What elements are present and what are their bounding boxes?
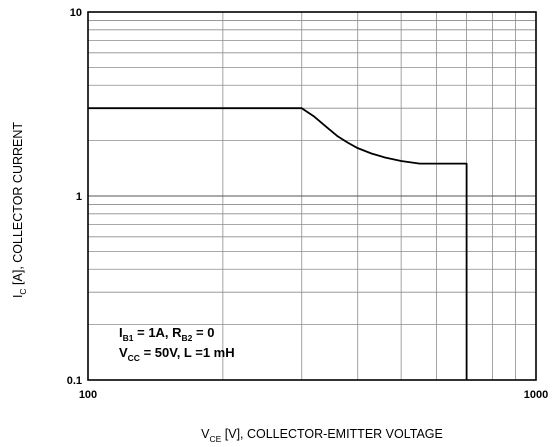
subscript: B2 [182,333,193,343]
y-tick-label: 1 [76,191,82,203]
y-tick-label: 0.1 [67,375,82,387]
x-tick-label: 100 [79,389,97,401]
text-run: = 50V, L =1 mH [140,345,235,360]
text-run: V [119,345,128,360]
plot-frame [87,11,537,381]
text-run: [A], COLLECTOR CURRENT [11,122,25,289]
y-tick-label: 10 [70,7,82,19]
text-run: = 0 [192,325,214,340]
grid-minor [88,12,536,380]
annotation: IB1 = 1A, RB2 = 0 VCC = 50V, L =1 mH [119,325,235,363]
series-layer [88,107,468,380]
x-tick-label: 1000 [524,389,548,401]
subscript: C [18,288,28,294]
text-run: I [119,325,123,340]
subscript: CE [209,434,221,444]
text-run: I [11,295,25,298]
text-run: = 1A, R [134,325,183,340]
x-axis-label: VCE [V], COLLECTOR-EMITTER VOLTAGE [201,427,443,444]
text-run: V [201,427,210,441]
tick-labels: 100 1000 0.1 1 10 [67,7,549,401]
text-run: [V], COLLECTOR-EMITTER VOLTAGE [221,427,443,441]
subscript: B1 [123,333,134,343]
rbsoa-curve [88,107,468,380]
subscript: CC [128,353,140,363]
annotation-line-1: IB1 = 1A, RB2 = 0 [119,325,214,343]
annotation-line-2: VCC = 50V, L =1 mH [119,345,235,363]
y-axis-label: IC [A], COLLECTOR CURRENT [11,122,28,298]
